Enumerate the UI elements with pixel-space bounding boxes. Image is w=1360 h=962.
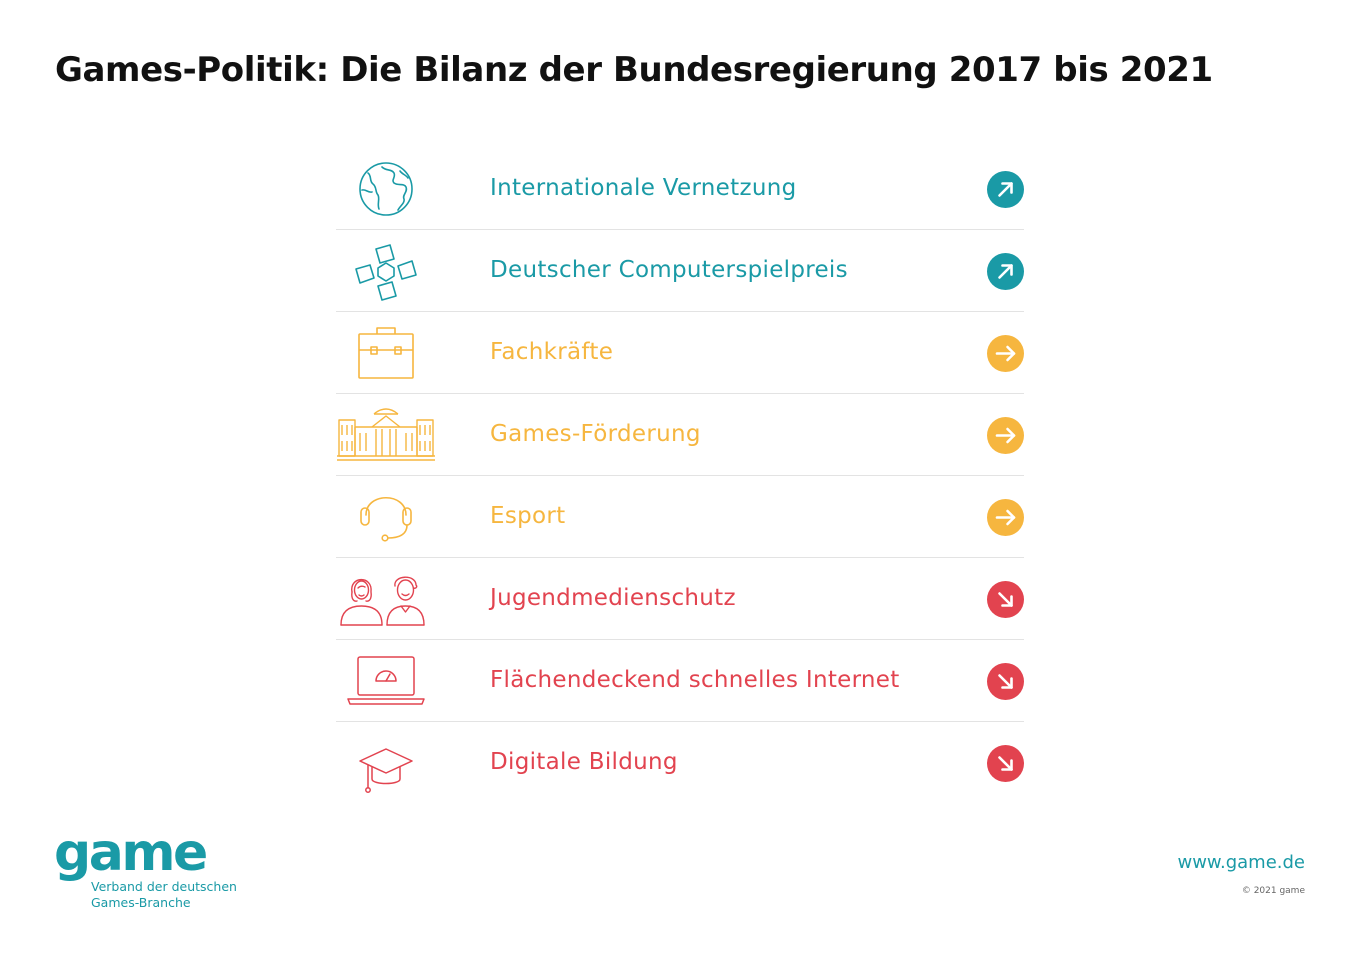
list-item: Deutscher Computerspielpreis: [336, 230, 1024, 312]
logo-subtitle-line: Verband der deutschen: [91, 879, 237, 894]
policy-list: Internationale Vernetzung Deutscher Comp…: [336, 148, 1024, 804]
page-title: Games-Politik: Die Bilanz der Bundesregi…: [55, 50, 1213, 90]
website-link[interactable]: www.game.de: [1177, 852, 1305, 873]
trend-neutral-icon: [987, 499, 1024, 536]
list-item: Internationale Vernetzung: [336, 148, 1024, 230]
item-label: Games-Förderung: [490, 421, 701, 447]
trend-down-icon: [987, 745, 1024, 782]
item-label: Deutscher Computerspielpreis: [490, 257, 848, 283]
item-label: Fachkräfte: [490, 339, 614, 365]
headset-icon: [336, 487, 436, 547]
copyright-notice: © 2021 game: [1241, 886, 1305, 896]
globe-icon: [336, 159, 436, 219]
item-label: Internationale Vernetzung: [490, 175, 797, 201]
list-item: Jugendmedienschutz: [336, 558, 1024, 640]
list-item: Flächendeckend schnelles Internet: [336, 640, 1024, 722]
list-item: Digitale Bildung: [336, 722, 1024, 804]
trend-up-icon: [987, 253, 1024, 290]
item-label: Jugendmedienschutz: [490, 585, 736, 611]
game-logo: game Verband der deutschen Games-Branche: [54, 822, 254, 912]
logo-subtitle-line: Games-Branche: [91, 895, 191, 910]
item-label: Flächendeckend schnelles Internet: [490, 667, 900, 693]
item-label: Esport: [490, 503, 566, 529]
list-item: Fachkräfte: [336, 312, 1024, 394]
young-people-icon: [336, 569, 436, 629]
trend-up-icon: [987, 171, 1024, 208]
logo-subtitle: Verband der deutschen Games-Branche: [91, 879, 237, 911]
list-item: Esport: [336, 476, 1024, 558]
list-item: Games-Förderung: [336, 394, 1024, 476]
trend-down-icon: [987, 663, 1024, 700]
award-logo-icon: [336, 241, 436, 301]
trend-down-icon: [987, 581, 1024, 618]
item-label: Digitale Bildung: [490, 749, 678, 775]
reichstag-building-icon: [336, 405, 436, 465]
logo-wordmark: game: [54, 823, 208, 883]
laptop-speedometer-icon: [336, 651, 436, 711]
trend-neutral-icon: [987, 417, 1024, 454]
trend-neutral-icon: [987, 335, 1024, 372]
briefcase-icon: [336, 323, 436, 383]
graduation-cap-icon: [336, 733, 436, 793]
